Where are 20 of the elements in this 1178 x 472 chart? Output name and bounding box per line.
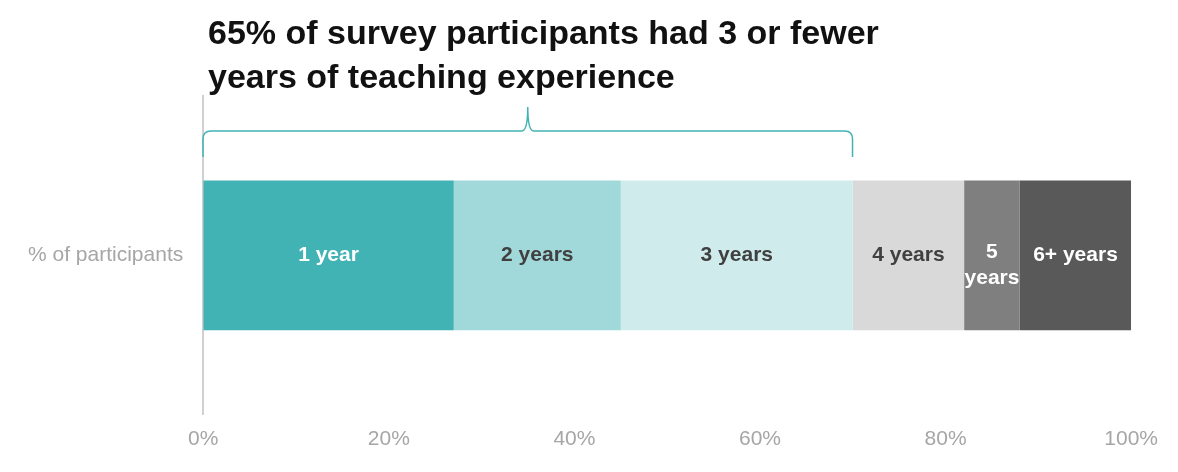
x-tick-label: 20% — [367, 426, 410, 450]
x-tick-label: 100% — [1104, 426, 1158, 450]
y-tick-label: % of participants — [27, 242, 184, 266]
bar — [620, 180, 853, 331]
series-label: 5 years — [964, 239, 1020, 289]
bar — [203, 180, 454, 331]
bar — [964, 180, 1020, 331]
x-tick-label: 80% — [924, 426, 967, 450]
series-label: 3 years — [700, 242, 773, 266]
bar — [453, 180, 621, 331]
x-tick-label: 0% — [188, 426, 219, 450]
x-tick-label: 40% — [553, 426, 596, 450]
chart-title: 65% of survey participants had 3 or fewer years of teaching experience — [208, 12, 880, 97]
bar — [852, 180, 965, 331]
series-label: 6+ years — [1033, 242, 1118, 266]
series-label: 2 years — [501, 242, 574, 266]
bar — [1019, 180, 1132, 331]
series-label: 4 years — [872, 242, 945, 266]
series-label: 1 year — [298, 242, 359, 266]
x-tick-label: 60% — [738, 426, 781, 450]
